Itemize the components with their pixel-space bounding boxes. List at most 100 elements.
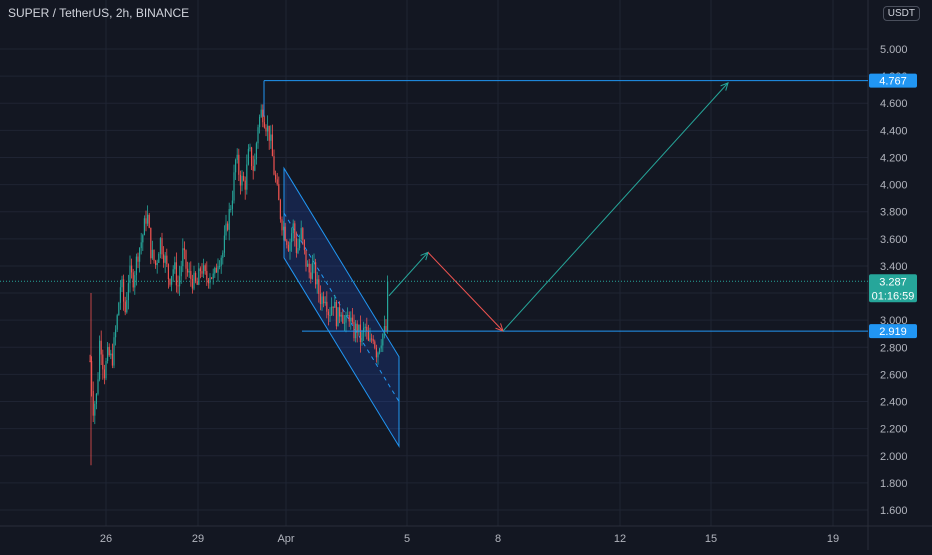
candle-body <box>284 226 286 241</box>
candle-body <box>164 255 166 263</box>
candle-body <box>179 276 181 287</box>
candle-body <box>331 306 333 315</box>
candle-body <box>246 164 248 190</box>
candle-body <box>201 271 203 274</box>
candle-body <box>163 254 165 263</box>
price-label: 2.919 <box>879 326 907 338</box>
candle-body <box>348 314 350 322</box>
x-tick-label: 8 <box>495 533 501 545</box>
candle-body <box>260 109 262 117</box>
currency-selector[interactable]: USDT <box>882 6 920 21</box>
x-tick-label: 26 <box>100 533 112 545</box>
x-tick-label: 15 <box>705 533 717 545</box>
candle-body <box>289 242 291 251</box>
candle-body <box>302 228 304 240</box>
y-tick-label: 5.000 <box>880 44 908 56</box>
arrow-head <box>720 82 729 91</box>
y-tick-label: 4.000 <box>880 180 908 192</box>
candle-body <box>359 324 361 342</box>
candle-body <box>150 227 152 259</box>
candle-body <box>156 262 158 266</box>
candle-body <box>236 154 238 160</box>
candle-body <box>379 348 381 353</box>
candle-body <box>270 134 272 141</box>
candle-body <box>315 262 317 285</box>
candle-body <box>238 154 240 175</box>
candle-body <box>265 127 267 132</box>
candle-body <box>134 275 136 288</box>
countdown-label: 01:16:59 <box>872 290 915 302</box>
candle-body <box>110 353 112 356</box>
candle-body <box>196 281 198 285</box>
candle-body <box>316 279 318 285</box>
candle-body <box>126 300 128 313</box>
candle-body <box>323 296 325 304</box>
candle-body <box>214 267 216 274</box>
candle-body <box>287 244 289 251</box>
candle-body <box>116 315 118 330</box>
candle-body <box>167 264 169 280</box>
candle-body <box>271 134 273 157</box>
candle-body <box>347 314 349 316</box>
candle-body <box>131 265 133 273</box>
candle-body <box>188 270 190 273</box>
candle-body <box>99 340 101 380</box>
candle-body <box>209 277 211 284</box>
candle-body <box>281 219 283 231</box>
x-tick-label: 19 <box>827 533 839 545</box>
candle-body <box>283 226 285 231</box>
candle-body <box>251 147 253 167</box>
candle-body <box>212 273 214 279</box>
candle-body <box>383 326 385 334</box>
candle-body <box>124 301 126 313</box>
candle-body <box>353 321 355 339</box>
y-tick-label: 4.600 <box>880 98 908 110</box>
projection-arrow <box>427 252 504 332</box>
candle-body <box>380 345 382 349</box>
x-tick-label: Apr <box>277 533 294 545</box>
candle-body <box>259 116 261 128</box>
candle-body <box>92 391 94 416</box>
candle-body <box>350 317 352 322</box>
candle-body <box>273 156 275 175</box>
candle-body <box>279 200 281 220</box>
candle-body <box>89 360 91 362</box>
projection-arrow <box>502 82 729 332</box>
candle-body <box>292 223 294 234</box>
price-label-bg <box>869 324 917 339</box>
candle-body <box>249 147 251 149</box>
y-tick-label: 3.400 <box>880 261 908 273</box>
candle-body <box>318 279 320 295</box>
candle-body <box>193 272 195 289</box>
candle-body <box>241 175 243 186</box>
candle-body <box>123 279 125 302</box>
candle-body <box>151 249 153 259</box>
projection-arrow <box>388 252 429 297</box>
candle-body <box>182 248 184 267</box>
candle-body <box>140 242 142 249</box>
candle-body <box>180 266 182 277</box>
candle-body <box>268 125 270 141</box>
candle-body <box>219 265 221 267</box>
candle-body <box>294 223 296 239</box>
candle-body <box>311 263 313 279</box>
candle-body <box>275 174 277 180</box>
candle-body <box>369 338 371 341</box>
candle-body <box>231 200 233 209</box>
candle-body <box>307 263 309 267</box>
candle-body <box>371 338 373 340</box>
candle-body <box>337 307 339 327</box>
price-label-bg <box>869 274 917 303</box>
candle-body <box>91 361 93 392</box>
candle-body <box>103 369 105 379</box>
candle-body <box>177 285 179 287</box>
candle-body <box>233 172 235 201</box>
price-label: 3.287 <box>879 276 907 288</box>
candle-body <box>255 143 257 160</box>
y-tick-label: 2.400 <box>880 397 908 409</box>
y-tick-label: 3.600 <box>880 234 908 246</box>
candle-body <box>358 324 360 333</box>
